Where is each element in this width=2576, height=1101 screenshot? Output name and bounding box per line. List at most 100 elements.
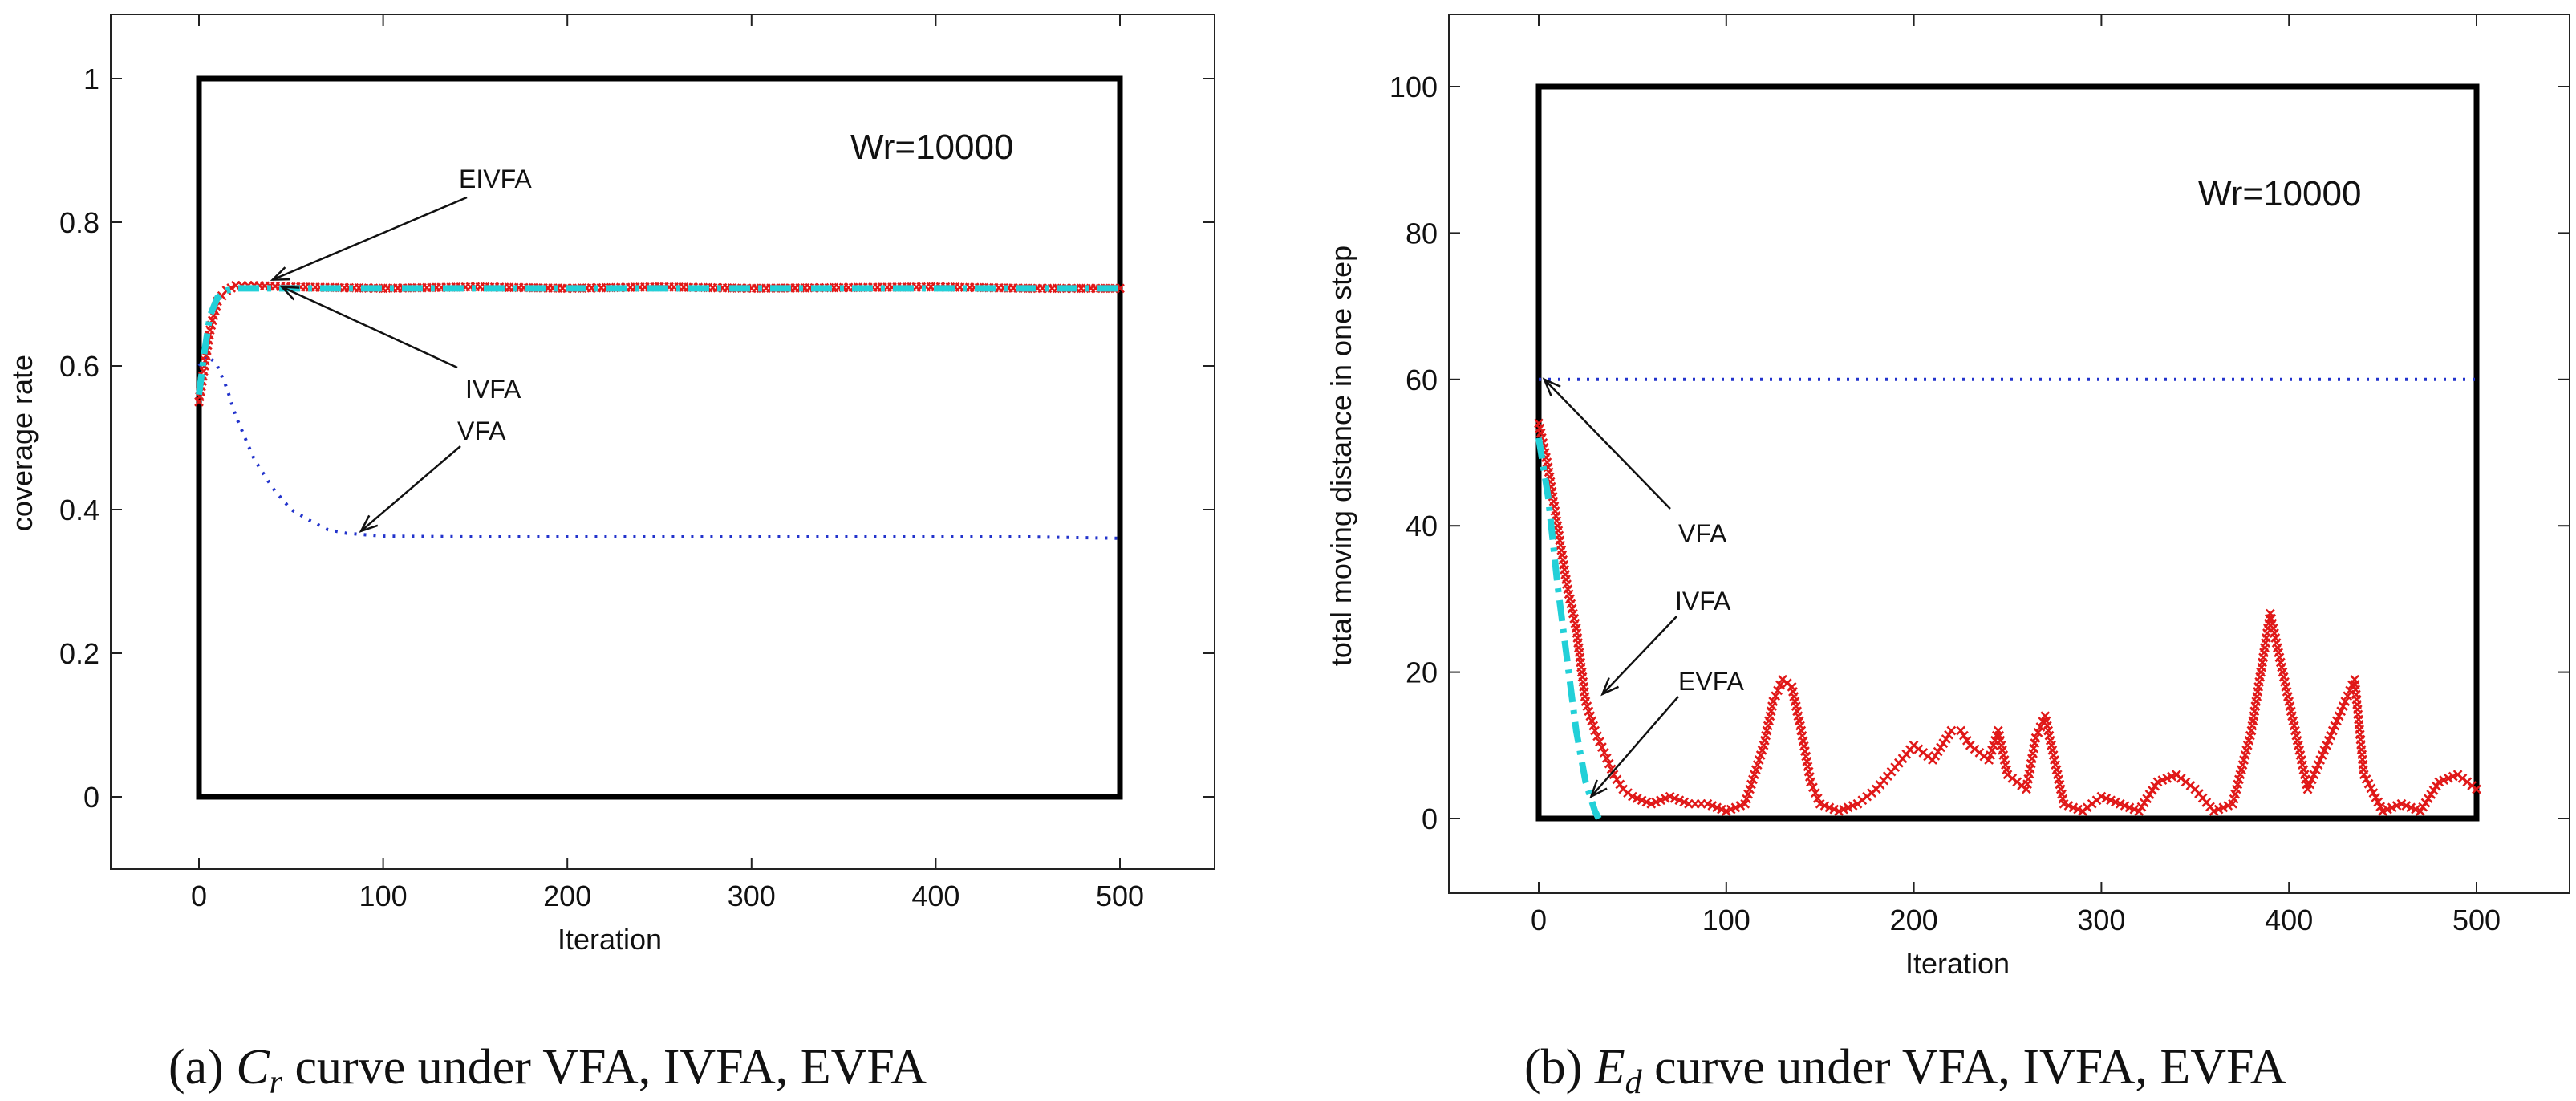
series-eivfa-line xyxy=(196,285,1120,396)
inset-label: Wr=10000 xyxy=(850,128,1013,167)
data-point-marker xyxy=(1961,735,1972,746)
x-tick-label: 100 xyxy=(1702,904,1750,936)
y-tick-label: 20 xyxy=(1406,656,1438,689)
data-point-marker xyxy=(2323,735,2334,746)
data-point-marker xyxy=(2426,790,2436,799)
annotation-label: VFA xyxy=(1678,519,1727,548)
y-tick-label: 60 xyxy=(1406,364,1438,396)
data-point-marker xyxy=(2317,750,2327,760)
data-point-marker xyxy=(1810,788,1820,798)
series-vfa-line xyxy=(197,352,1121,540)
annotation-arrow-head xyxy=(359,514,379,534)
data-point-marker xyxy=(2134,806,2144,816)
data-point-marker xyxy=(2432,781,2441,791)
data-point-marker xyxy=(2302,784,2313,794)
data-point-marker xyxy=(1944,729,1953,740)
data-point-marker xyxy=(2327,725,2338,736)
data-point-marker xyxy=(2305,779,2315,790)
data-point-marker xyxy=(1612,774,1622,785)
y-tick-label: 0 xyxy=(83,781,99,814)
data-point-marker xyxy=(1946,725,1957,736)
data-point-marker xyxy=(1775,680,1785,690)
data-point-marker xyxy=(2472,784,2481,794)
data-point-marker xyxy=(2423,794,2433,804)
data-point-marker xyxy=(2319,745,2330,755)
data-point-marker xyxy=(1933,746,1943,757)
data-series xyxy=(1534,377,2481,820)
data-point-marker xyxy=(2315,755,2326,765)
data-point-marker xyxy=(2144,790,2155,799)
series-ivfa-markers xyxy=(1534,418,2481,816)
data-point-marker xyxy=(2150,781,2160,791)
data-point-marker xyxy=(1601,753,1612,763)
data-point-marker xyxy=(1599,748,1609,758)
data-point-marker xyxy=(1808,782,1818,793)
tick-marks: 0 100 200 300 400 500 0 20 40 60 80 100 xyxy=(1389,14,2570,936)
annotation-arrow-head xyxy=(1542,377,1561,396)
x-tick-label: 500 xyxy=(1096,880,1144,912)
data-point-marker xyxy=(1592,731,1602,741)
annotation-arrow-head xyxy=(1600,677,1620,697)
data-point-marker xyxy=(2326,730,2336,741)
y-tick-label: 80 xyxy=(1406,217,1438,250)
data-point-marker xyxy=(2428,785,2439,795)
data-point-marker xyxy=(1771,691,1781,701)
annotation-arrow-line xyxy=(360,445,461,532)
caption-a: (a) Cr curve under VFA, IVFA, EVFA xyxy=(168,1040,927,1101)
annotations: VFA IVFA EVFA xyxy=(1542,377,1744,799)
data-point-marker xyxy=(2363,778,2374,789)
x-tick-label: 100 xyxy=(359,880,408,912)
panel-b-moving-distance-chart: 0 100 200 300 400 500 0 20 40 60 80 100 VFA IVFA EVFA… xyxy=(1325,14,2570,1101)
plot-frame xyxy=(110,14,1215,870)
data-point-marker xyxy=(2418,802,2428,812)
data-point-marker xyxy=(2139,798,2149,808)
data-point-marker xyxy=(2322,740,2331,750)
annotation-label: EVFA xyxy=(1678,667,1744,696)
y-tick-label: 0 xyxy=(1422,802,1438,835)
y-tick-label: 100 xyxy=(1389,71,1438,104)
annotation-arrow-head xyxy=(1589,779,1608,799)
data-point-marker xyxy=(2311,765,2321,775)
data-point-marker xyxy=(2142,794,2152,804)
y-tick-label: 0.2 xyxy=(59,637,99,670)
y-axis-label: coverage rate xyxy=(6,355,39,531)
data-point-marker xyxy=(2030,733,2041,743)
x-axis-label: Iteration xyxy=(558,923,662,956)
data-point-marker xyxy=(1590,725,1600,736)
series-evfa-line xyxy=(1535,437,1602,820)
data-point-marker xyxy=(2375,802,2386,812)
data-point-marker xyxy=(1768,697,1779,706)
data-point-marker xyxy=(1608,770,1619,780)
data-point-marker xyxy=(2368,788,2379,798)
data-point-marker xyxy=(2334,711,2344,721)
x-tick-label: 0 xyxy=(191,880,207,912)
data-point-marker xyxy=(2366,783,2376,794)
data-series xyxy=(194,280,1125,540)
y-tick-label: 40 xyxy=(1406,510,1438,542)
x-tick-label: 400 xyxy=(911,880,959,912)
annotation-label: EIVFA xyxy=(459,165,532,193)
annotation-arrow-line xyxy=(272,196,468,281)
data-point-marker xyxy=(1812,794,1823,803)
annotation-label: VFA xyxy=(457,416,506,445)
x-axis-label: Iteration xyxy=(1905,947,2010,980)
data-point-marker xyxy=(2361,774,2371,784)
plot-frame xyxy=(1448,14,2570,894)
caption-b: (b) Ed curve under VFA, IVFA, EVFA xyxy=(1524,1040,2286,1101)
data-point-marker xyxy=(2415,806,2425,816)
data-point-marker xyxy=(1806,777,1815,787)
y-tick-label: 0.8 xyxy=(59,206,99,239)
data-point-marker xyxy=(1938,738,1949,749)
annotation-label: IVFA xyxy=(1675,587,1731,616)
annotation-arrow-line xyxy=(1544,378,1671,510)
data-point-marker xyxy=(1773,685,1783,696)
data-point-marker xyxy=(2330,721,2340,731)
data-point-marker xyxy=(2338,701,2348,712)
annotation-arrow-head xyxy=(279,286,300,301)
y-tick-label: 1 xyxy=(83,63,99,95)
y-tick-label: 0.4 xyxy=(59,494,99,526)
data-point-marker xyxy=(1956,725,1965,736)
annotation-arrow-line xyxy=(1601,616,1677,695)
data-point-marker xyxy=(1930,750,1941,761)
